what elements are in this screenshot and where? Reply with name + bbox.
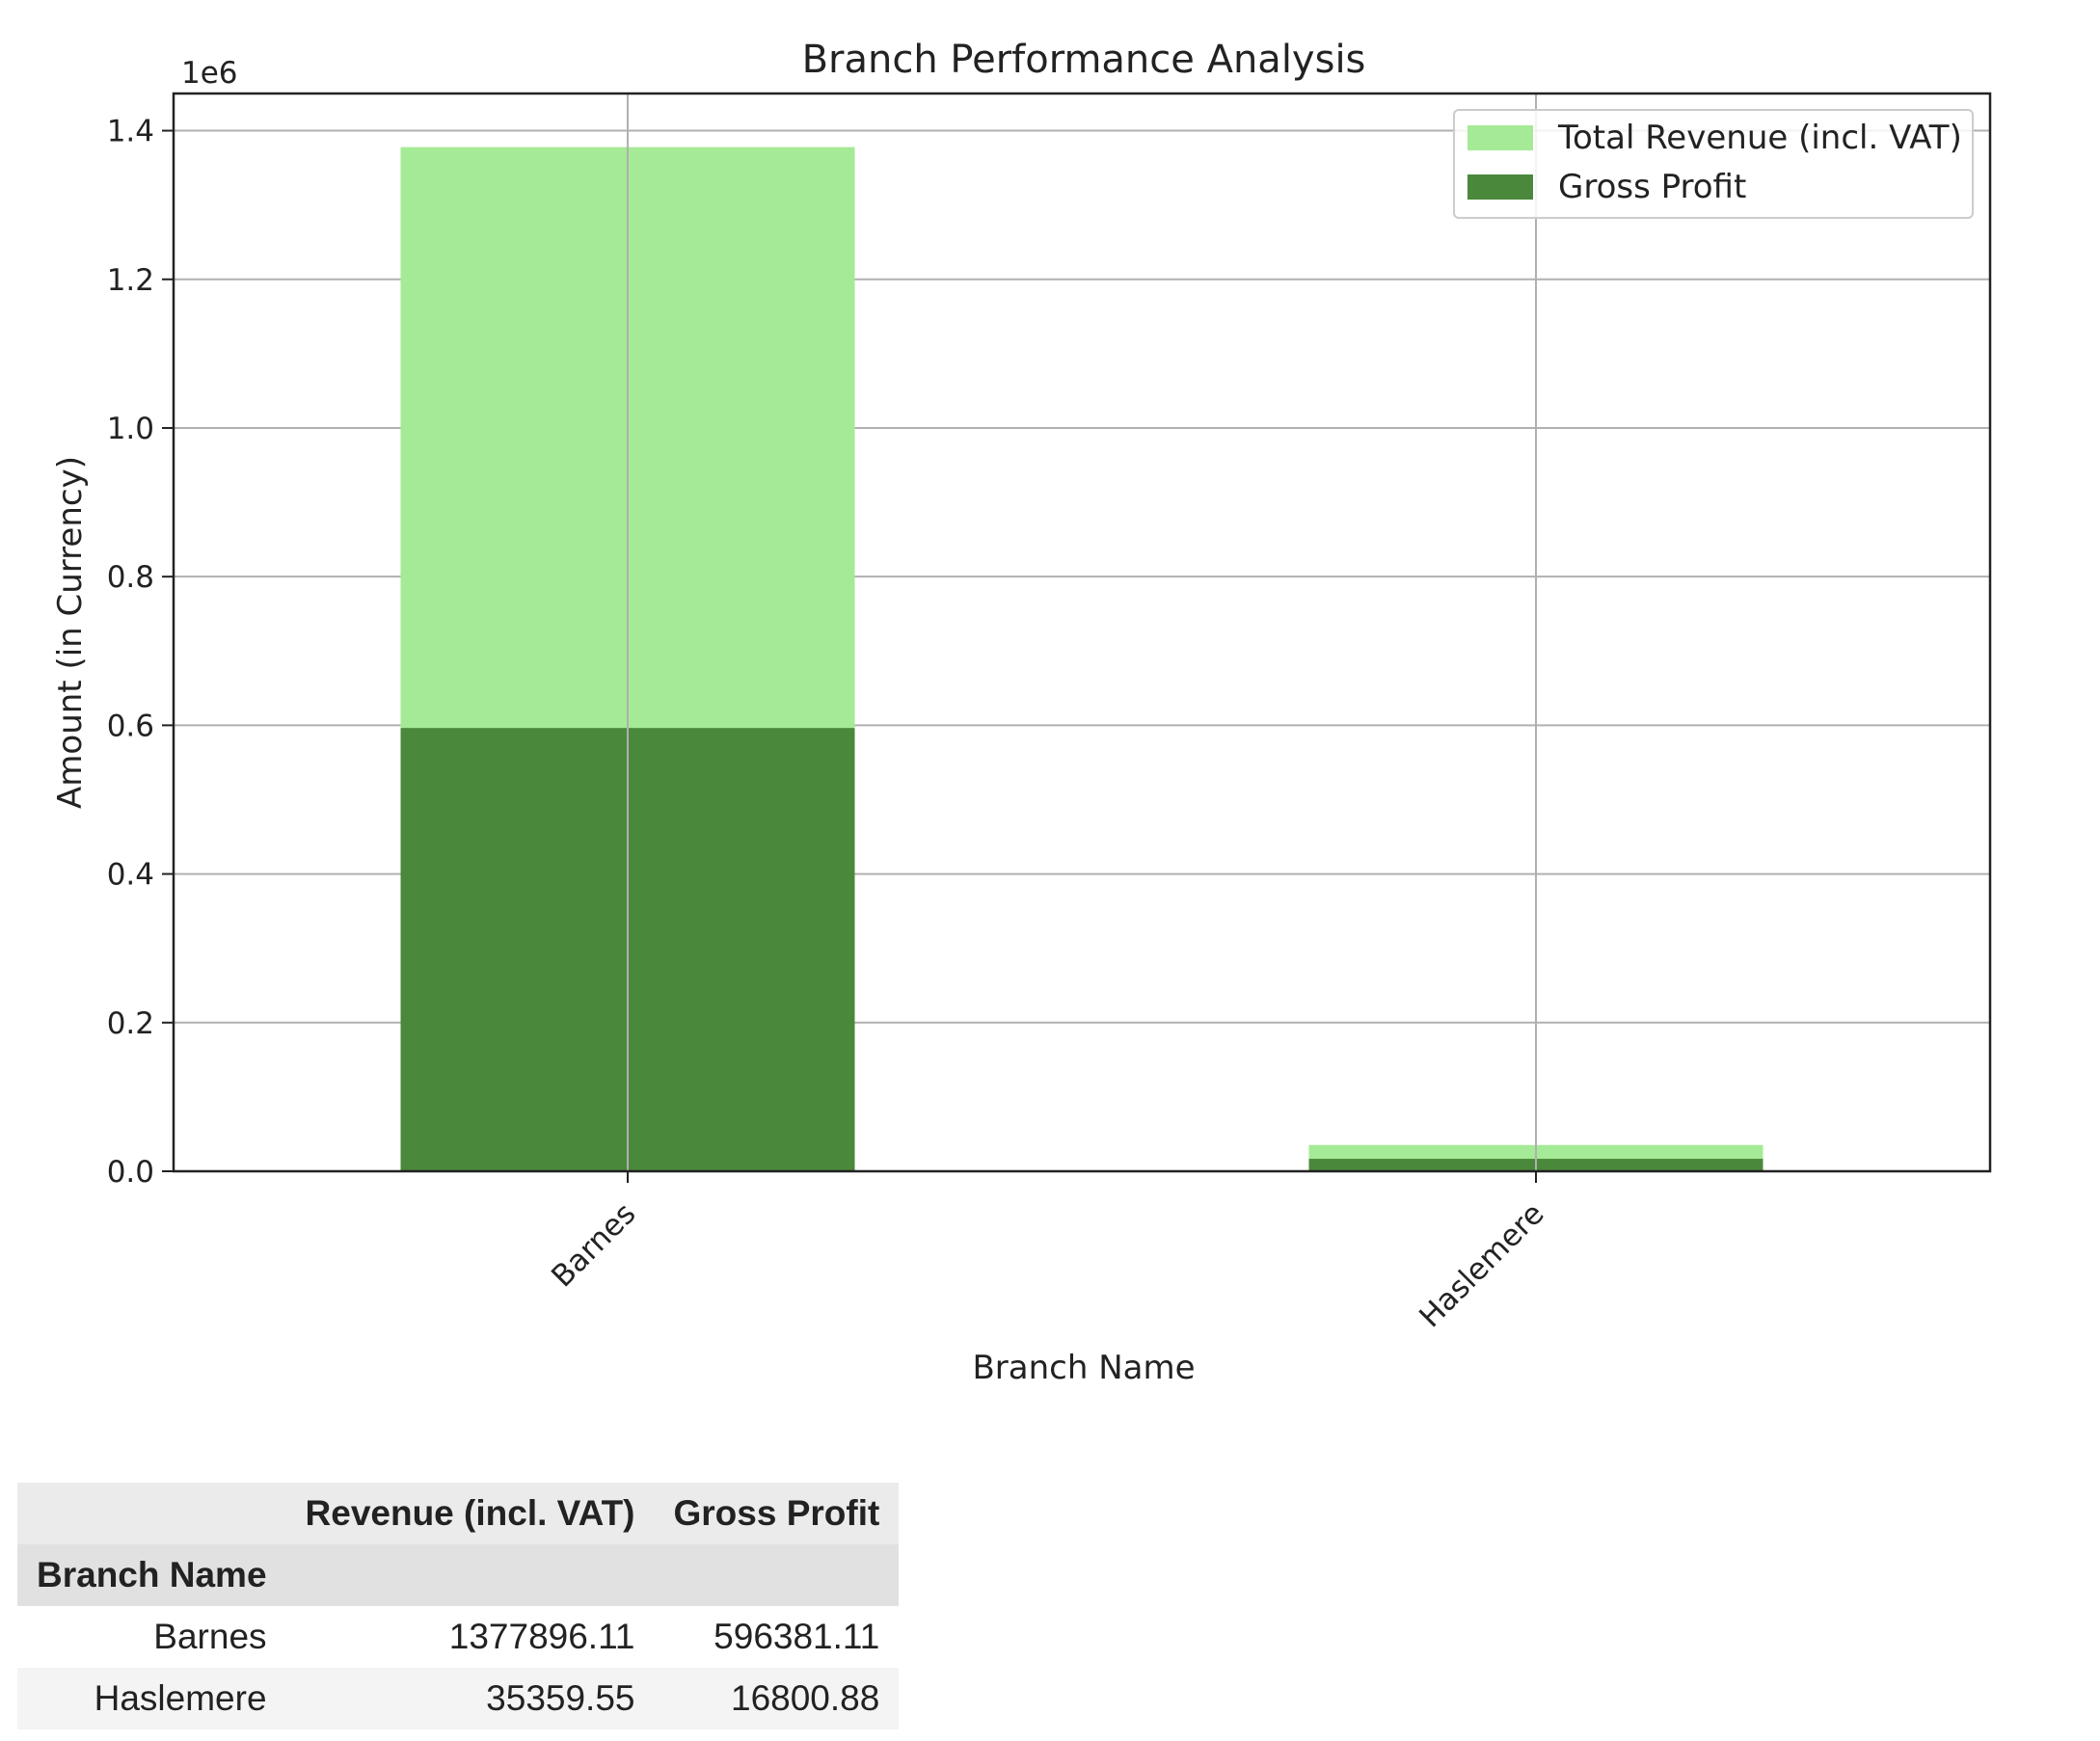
table-empty-cell xyxy=(655,1544,900,1606)
table-row: Barnes 1377896.11 596381.11 xyxy=(17,1606,899,1668)
table-row: Haslemere 35359.55 16800.88 xyxy=(17,1668,899,1729)
bars xyxy=(401,147,1763,1171)
bar-chart: Branch Performance Analysis 1e6 0.00.20.… xyxy=(0,0,2100,1436)
y-tick-label: 1.2 xyxy=(107,263,154,298)
x-tick-label: Haslemere xyxy=(1413,1196,1550,1334)
y-tick-label: 0.8 xyxy=(107,560,154,595)
table-empty-cell xyxy=(286,1544,655,1606)
y-axis-label: Amount (in Currency) xyxy=(51,456,90,809)
x-axis-ticks: Barnes Haslemere xyxy=(545,1171,1550,1334)
table-column-header: Revenue (incl. VAT) xyxy=(286,1483,655,1544)
y-tick-label: 1.0 xyxy=(107,412,154,446)
summary-table: Revenue (incl. VAT) Gross Profit Branch … xyxy=(17,1483,899,1729)
x-axis-label: Branch Name xyxy=(972,1349,1195,1387)
legend-label-revenue: Total Revenue (incl. VAT) xyxy=(1557,119,1962,157)
table-row-label: Haslemere xyxy=(17,1668,286,1729)
y-offset-label: 1e6 xyxy=(181,56,238,91)
table-cell: 596381.11 xyxy=(655,1606,900,1668)
table-corner-cell xyxy=(17,1483,286,1544)
y-tick-label: 0.6 xyxy=(107,709,154,743)
legend-swatch-gross-profit xyxy=(1467,174,1533,200)
table-column-header: Gross Profit xyxy=(655,1483,900,1544)
y-tick-label: 0.0 xyxy=(107,1155,154,1190)
table-row-label: Barnes xyxy=(17,1606,286,1668)
table-index-header-row: Branch Name xyxy=(17,1544,899,1606)
chart-title: Branch Performance Analysis xyxy=(802,38,1366,82)
y-tick-label: 0.2 xyxy=(107,1006,154,1041)
table-cell: 1377896.11 xyxy=(286,1606,655,1668)
legend-label-gross-profit: Gross Profit xyxy=(1558,168,1746,206)
table-cell: 16800.88 xyxy=(655,1668,900,1729)
table-column-header-row: Revenue (incl. VAT) Gross Profit xyxy=(17,1483,899,1544)
y-tick-label: 1.4 xyxy=(107,115,154,149)
x-tick-label: Barnes xyxy=(545,1196,642,1294)
table-cell: 35359.55 xyxy=(286,1668,655,1729)
y-axis-ticks: 0.0 0.2 0.4 0.6 0.8 1.0 1.2 1.4 xyxy=(107,115,174,1190)
legend-swatch-revenue xyxy=(1467,125,1533,150)
y-tick-label: 0.4 xyxy=(107,858,154,893)
legend: Total Revenue (incl. VAT) Gross Profit xyxy=(1454,110,1973,218)
table-index-name: Branch Name xyxy=(17,1544,286,1606)
